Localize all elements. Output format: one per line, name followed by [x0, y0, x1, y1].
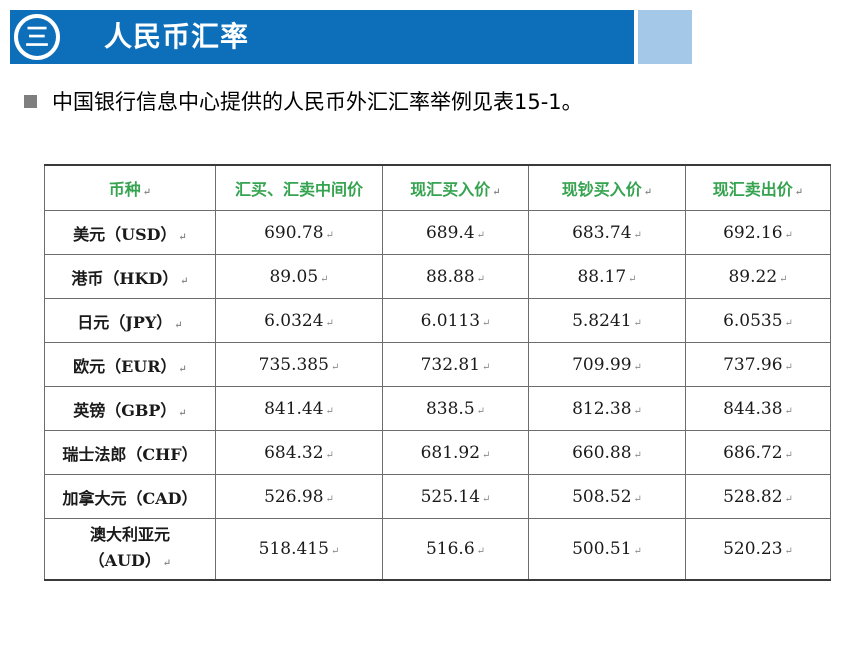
transfer-buy-cell: 838.5 ↵ — [382, 386, 529, 431]
currency-name-cell: 欧元（EUR） ↵ — [44, 342, 216, 387]
column-header-currency: 币种 ↵ — [44, 164, 216, 211]
cash-buy-cell: 508.52 ↵ — [528, 474, 686, 519]
cash-buy-cell: 812.38 ↵ — [528, 386, 686, 431]
currency-name-cell: 英镑（GBP） ↵ — [44, 386, 216, 431]
column-header-cash-buy: 现钞买入价 ↵ — [528, 164, 686, 211]
table-header-row: 币种 ↵ 汇买、汇卖中间价 现汇买入价 ↵ 现钞买入价 ↵ 现汇卖出价 ↵ — [44, 164, 831, 211]
currency-name-cell: 港币（HKD） ↵ — [44, 254, 216, 299]
table-row: 欧元（EUR） ↵ 735.385 ↵ 732.81 ↵ 709.99 ↵ 737.96… — [44, 342, 831, 387]
mid-rate-cell: 526.98 ↵ — [215, 474, 383, 519]
transfer-buy-cell: 732.81 ↵ — [382, 342, 529, 387]
cash-buy-cell: 709.99 ↵ — [528, 342, 686, 387]
transfer-sell-cell: 89.22 ↵ — [685, 254, 831, 299]
currency-name-cell: 加拿大元（CAD） — [44, 474, 216, 519]
transfer-sell-cell: 520.23 ↵ — [685, 518, 831, 581]
table-row: 美元（USD） ↵ 690.78 ↵ 689.4 ↵ 683.74 ↵ 692.16 ↵ — [44, 210, 831, 255]
table-row: 加拿大元（CAD） 526.98 ↵ 525.14 ↵ 508.52 ↵ 528.82… — [44, 474, 831, 519]
transfer-buy-cell: 681.92 ↵ — [382, 430, 529, 475]
transfer-buy-cell: 6.0113 ↵ — [382, 298, 529, 343]
mid-rate-cell: 684.32 ↵ — [215, 430, 383, 475]
currency-name-cell: 美元（USD） ↵ — [44, 210, 216, 255]
currency-name-cell: 日元（JPY） ↵ — [44, 298, 216, 343]
column-header-mid-rate: 汇买、汇卖中间价 — [215, 164, 383, 211]
transfer-buy-cell: 525.14 ↵ — [382, 474, 529, 519]
cash-buy-cell: 88.17 ↵ — [528, 254, 686, 299]
cash-buy-cell: 500.51 ↵ — [528, 518, 686, 581]
table-row: 英镑（GBP） ↵ 841.44 ↵ 838.5 ↵ 812.38 ↵ 844.38 ↵ — [44, 386, 831, 431]
section-number: 三 — [18, 18, 56, 56]
transfer-sell-cell: 692.16 ↵ — [685, 210, 831, 255]
table-row: 日元（JPY） ↵ 6.0324 ↵ 6.0113 ↵ 5.8241 ↵ 6.0535 ↵ — [44, 298, 831, 343]
table-row: 港币（HKD） ↵ 89.05 ↵ 88.88 ↵ 88.17 ↵ 89.22 ↵ — [44, 254, 831, 299]
transfer-sell-cell: 686.72 ↵ — [685, 430, 831, 475]
section-title: 人民币汇率 — [104, 20, 250, 53]
column-header-transfer-buy: 现汇买入价 ↵ — [382, 164, 529, 211]
mid-rate-cell: 89.05 ↵ — [215, 254, 383, 299]
cash-buy-cell: 683.74 ↵ — [528, 210, 686, 255]
header-accent-block — [638, 10, 692, 64]
currency-name-cell: 瑞士法郎（CHF） — [44, 430, 216, 475]
mid-rate-cell: 6.0324 ↵ — [215, 298, 383, 343]
currency-name-cell: 澳大利亚元 （AUD） ↵ — [44, 518, 216, 581]
transfer-buy-cell: 88.88 ↵ — [382, 254, 529, 299]
cash-buy-cell: 660.88 ↵ — [528, 430, 686, 475]
transfer-sell-cell: 844.38 ↵ — [685, 386, 831, 431]
exchange-rate-table: 币种 ↵ 汇买、汇卖中间价 现汇买入价 ↵ 现钞买入价 ↵ 现汇卖出价 ↵ 美元（USD… — [44, 164, 831, 581]
mid-rate-cell: 518.415 ↵ — [215, 518, 383, 581]
bullet-square-icon — [24, 95, 37, 108]
table-row: 瑞士法郎（CHF） 684.32 ↵ 681.92 ↵ 660.88 ↵ 686.72… — [44, 430, 831, 475]
transfer-buy-cell: 516.6 ↵ — [382, 518, 529, 581]
transfer-sell-cell: 737.96 ↵ — [685, 342, 831, 387]
section-number-badge: 三 — [10, 10, 64, 64]
column-header-transfer-sell: 现汇卖出价 ↵ — [685, 164, 831, 211]
mid-rate-cell: 690.78 ↵ — [215, 210, 383, 255]
intro-text: 中国银行信息中心提供的人民币外汇汇率举例见表15-1。 — [52, 90, 583, 114]
transfer-buy-cell: 689.4 ↵ — [382, 210, 529, 255]
transfer-sell-cell: 528.82 ↵ — [685, 474, 831, 519]
table-row: 澳大利亚元 （AUD） ↵ 518.415 ↵ 516.6 ↵ 500.51 ↵ 520… — [44, 518, 831, 581]
section-header-bar — [10, 10, 634, 64]
mid-rate-cell: 841.44 ↵ — [215, 386, 383, 431]
transfer-sell-cell: 6.0535 ↵ — [685, 298, 831, 343]
cash-buy-cell: 5.8241 ↵ — [528, 298, 686, 343]
mid-rate-cell: 735.385 ↵ — [215, 342, 383, 387]
